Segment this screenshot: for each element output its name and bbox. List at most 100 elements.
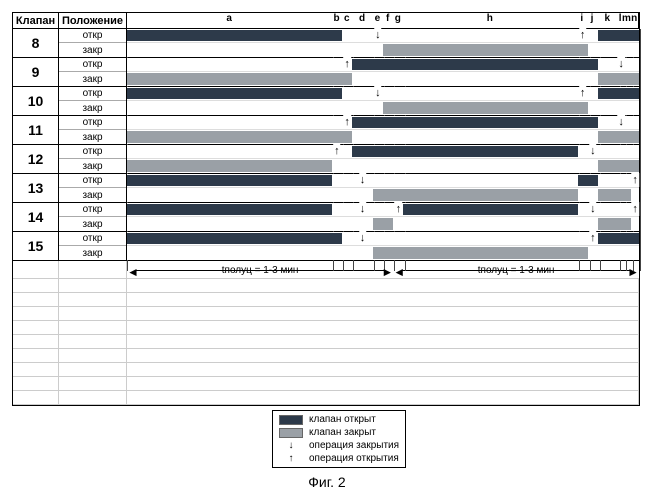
valve-id: 9 [13,58,59,86]
state-label: откр [59,145,126,159]
close-op-icon: ↓ [617,115,625,129]
segment-open [578,175,598,186]
open-op-icon: ↑ [395,202,403,216]
segment-closed [383,44,588,56]
open-op-icon: ↑ [343,115,351,129]
segment-open [598,88,639,99]
open-op-icon: ↑ [631,202,639,216]
row-timeline: ↓↑ [127,87,639,115]
segment-closed [598,131,639,143]
open-op-icon: ↑ [333,144,341,158]
valve-id: 13 [13,174,59,202]
phase-label: d [359,13,365,24]
segment-open [127,30,342,41]
segment-open [352,59,598,70]
phase-label: c [344,13,350,24]
state-label: откр [59,58,126,72]
cycle-span: ◄tполуц = 1-3 мин► [393,263,639,277]
segment-open [352,117,598,128]
header-state: Положение [59,13,127,28]
close-op-icon: ↓ [359,202,367,216]
legend-swatch-closed [279,428,303,438]
valve-row: 8открзакр↓↑ [13,29,639,58]
phase-label: h [487,13,493,24]
segment-closed [127,73,352,85]
segment-closed [127,160,332,172]
valve-id: 8 [13,29,59,57]
row-timeline: ↑↓ [127,145,639,173]
segment-closed [598,189,631,201]
valve-row: 10открзакр↓↑ [13,87,639,116]
header-row: Клапан Положение abcdefghijklmn [13,13,639,29]
figure-caption: Фиг. 2 [12,474,642,490]
legend-label-closed: клапан закрыт [309,427,376,438]
cycle-label: tполуц = 1-3 мин [222,265,299,276]
segment-open [352,146,577,157]
close-op-icon: ↓ [359,231,367,245]
cycle-span: ◄tполуц = 1-3 мин► [127,263,393,277]
legend-label-open: клапан открыт [309,414,376,425]
phase-label: n [631,13,637,24]
state-label: закр [59,43,126,57]
state-label: закр [59,130,126,144]
segment-open [127,88,342,99]
phase-label: k [605,13,611,24]
valve-id: 11 [13,116,59,144]
legend-label-open-op: операция открытия [309,453,399,464]
row-timeline: ↑↓ [127,58,639,86]
state-label: откр [59,116,126,130]
segment-closed [127,131,352,143]
valve-row: 13открзакр↓↑ [13,174,639,203]
legend: клапан открыт клапан закрыт ↓операция за… [272,410,406,468]
segment-closed [598,218,631,230]
segment-open [127,204,332,215]
segment-open [127,175,332,186]
header-phases: abcdefghijklmn [127,13,639,28]
close-op-icon: ↓ [359,173,367,187]
state-label: закр [59,159,126,173]
phase-label: i [580,13,583,24]
empty-grid-rows [13,279,639,405]
valve-id: 12 [13,145,59,173]
state-label: закр [59,72,126,86]
state-label: откр [59,87,126,101]
valve-row: 11открзакр↑↓ [13,116,639,145]
header-valve: Клапан [13,13,59,28]
row-timeline: ↑↓ [127,116,639,144]
close-op-icon: ↓ [374,86,382,100]
segment-closed [373,189,578,201]
state-label: закр [59,101,126,115]
phase-label: j [591,13,594,24]
close-op-icon: ↓ [589,144,597,158]
row-timeline: ↓ ↑ ↓ ↑ [127,203,639,231]
phase-label: m [622,13,631,24]
phase-label: f [386,13,389,24]
phase-label: a [226,13,232,24]
state-label: закр [59,217,126,231]
state-label: закр [59,188,126,202]
open-op-icon: ↑ [579,86,587,100]
close-op-icon: ↓ [374,28,382,42]
row-timeline: ↓↑ [127,174,639,202]
segment-open [598,233,639,244]
state-label: откр [59,29,126,43]
segment-closed [598,160,639,172]
open-op-icon: ↑ [343,57,351,71]
valve-row: 12открзакр↑↓ [13,145,639,174]
legend-symbol-open-op: ↑ [279,453,303,464]
close-op-icon: ↓ [589,202,597,216]
valve-row: 15открзакр↓↑ [13,232,639,261]
segment-closed [598,73,639,85]
state-label: откр [59,232,126,246]
open-op-icon: ↑ [589,231,597,245]
close-op-icon: ↓ [617,57,625,71]
row-timeline: ↓↑ [127,232,639,260]
state-label: откр [59,203,126,217]
valve-row: 14открзакр↓↑↓↑ [13,203,639,232]
open-op-icon: ↑ [631,173,639,187]
valve-row: 9открзакр↑↓ [13,58,639,87]
segment-open [598,30,639,41]
phase-label: b [333,13,339,24]
segment-open [403,204,577,215]
state-label: закр [59,246,126,260]
